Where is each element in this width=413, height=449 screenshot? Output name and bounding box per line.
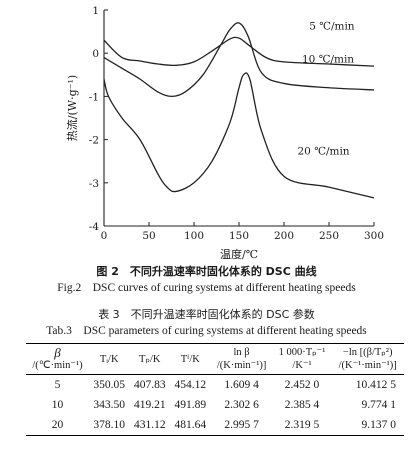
table-title-cn: 表 3 不同升温速率时固化体系的 DSC 参数 (98, 308, 315, 321)
cell-tf: 481.64 (174, 419, 207, 431)
table-title-en: Tab.3 DSC parameters of curing systems a… (46, 325, 367, 337)
x-tick-label: 100 (184, 230, 204, 242)
cell-kissinger: 9.137 0 (361, 419, 397, 431)
header-lnbeta-line2: /(K·min⁻¹)] (216, 360, 267, 371)
figure-caption-cn: 图 2 不同升温速率时固化体系的 DSC 曲线 (96, 265, 317, 278)
header-inv-tp: 1 000·Tₚ⁻¹ /K⁻¹ (273, 344, 332, 375)
chart-labels: 温度/℃ 热流/(W·g⁻¹) 5 ℃/min 10 ℃/min 20 ℃/min (65, 20, 355, 261)
cell-ti: 343.50 (93, 399, 126, 411)
y-tick-label: -4 (89, 221, 100, 233)
cell-beta: 20 (51, 419, 64, 431)
cell-kissinger: 9.774 1 (361, 399, 397, 411)
cell-lnbeta: 2.995 7 (224, 419, 259, 431)
header-lnbeta: ln β /(K·min⁻¹)] (211, 344, 273, 375)
cell-ti: 350.05 (93, 379, 126, 391)
table-row: 20 378.10 431.12 481.64 2.995 7 2.319 5 … (26, 415, 404, 436)
header-inv-tp-line1: 1 000·Tₚ⁻¹ (278, 347, 326, 358)
y-tick-label: -3 (89, 178, 99, 190)
cell-ti: 378.10 (93, 419, 126, 431)
cell-inv-tp: 2.385 4 (284, 399, 320, 411)
y-tick-label: -1 (89, 91, 99, 103)
cell-tp: 419.21 (133, 399, 166, 411)
cell-kissinger: 10.412 5 (355, 379, 396, 391)
header-kissinger-line2: /(K⁻¹·min⁻¹)] (338, 360, 397, 371)
x-tick-label: 200 (274, 230, 294, 242)
header-beta-symbol: β (54, 345, 61, 360)
cell-tp: 431.12 (133, 419, 166, 431)
header-beta-unit: /(℃·min⁻¹) (32, 360, 83, 371)
chart-axes: 0 50 100 150 200 250 300 1 0 -1 -2 -3 -4 (89, 5, 384, 242)
x-tick-label: 150 (229, 230, 249, 242)
x-tick-label: 0 (101, 230, 108, 242)
table-row: 10 343.50 419.21 491.89 2.302 6 2.385 4 … (26, 395, 404, 415)
x-tick-label: 300 (364, 230, 384, 242)
cell-inv-tp: 2.319 5 (284, 419, 320, 431)
y-tick-label: -2 (89, 135, 99, 147)
cell-lnbeta: 1.609 4 (224, 379, 259, 391)
cell-tf: 491.89 (174, 399, 207, 411)
cell-inv-tp: 2.452 0 (284, 379, 320, 391)
series-label: 5 ℃/min (309, 20, 355, 32)
y-tick-label: 1 (92, 5, 99, 17)
figure-caption-en: Fig.2 DSC curves of curing systems at di… (57, 282, 356, 294)
x-tick-label: 50 (142, 230, 155, 242)
header-lnbeta-line1: ln β (233, 347, 250, 358)
y-tick-label: 0 (92, 48, 99, 60)
header-inv-tp-line2: /K⁻¹ (292, 360, 312, 371)
dsc-parameter-table: β /(℃·min⁻¹) Tᵢ/K Tₚ/K Tᶠ/K ln β /(K·min… (26, 343, 404, 436)
cell-beta: 5 (54, 379, 61, 391)
table-header-row: β /(℃·min⁻¹) Tᵢ/K Tₚ/K Tᶠ/K ln β /(K·min… (26, 343, 404, 375)
series-line (103, 72, 375, 199)
table-row: 5 350.05 407.83 454.12 1.609 4 2.452 0 1… (26, 375, 404, 396)
series-label: 20 ℃/min (298, 146, 350, 158)
header-kissinger: −ln [(β/Tₚ²) /(K⁻¹·min⁻¹)] (331, 344, 404, 375)
series-label: 10 ℃/min (302, 54, 354, 66)
x-axis-title: 温度/℃ (220, 247, 258, 261)
cell-tp: 407.83 (133, 379, 166, 391)
cell-tf: 454.12 (174, 379, 207, 391)
header-kissinger-line1: −ln [(β/Tₚ²) (342, 347, 393, 358)
header-tf: Tᶠ/K (180, 353, 200, 365)
x-tick-label: 250 (319, 230, 339, 242)
dsc-chart: 0 50 100 150 200 250 300 1 0 -1 -2 -3 -4 温度/℃ 热流/(W·g… (65, 5, 384, 261)
series-line (103, 22, 375, 98)
header-beta: β /(℃·min⁻¹) (26, 344, 89, 375)
cell-beta: 10 (51, 399, 64, 411)
header-tp: Tₚ/K (139, 353, 161, 365)
header-ti: Tᵢ/K (99, 353, 119, 365)
cell-lnbeta: 2.302 6 (224, 399, 259, 411)
y-axis-title: 热流/(W·g⁻¹) (65, 75, 79, 141)
chart-series (103, 22, 375, 199)
